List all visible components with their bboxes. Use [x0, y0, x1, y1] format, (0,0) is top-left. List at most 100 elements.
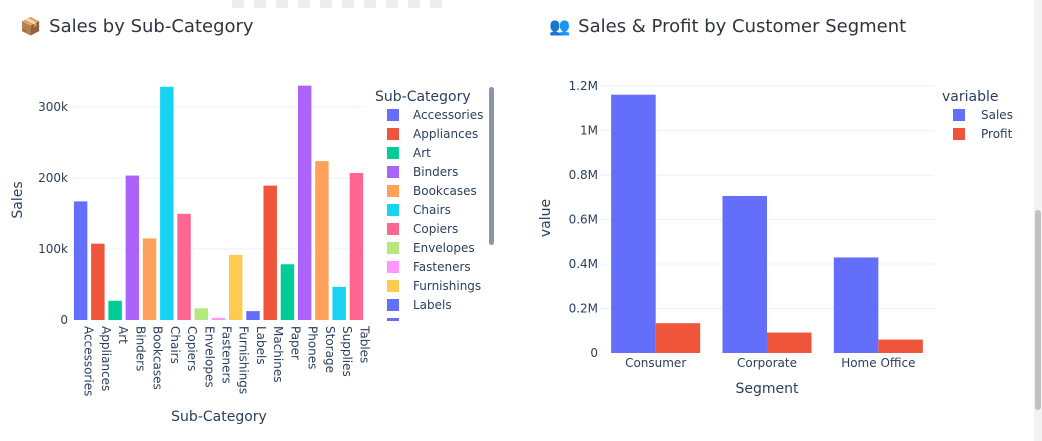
right-ytick-label: 1M: [580, 124, 598, 138]
reset-axes-icon[interactable]: [408, 0, 420, 8]
modebar[interactable]: [232, 0, 442, 10]
legend-item-copiers: Copiers: [413, 222, 458, 236]
bar-profit-consumer[interactable]: [655, 323, 701, 353]
left-xtick-label: Supplies: [340, 326, 354, 377]
bar-art[interactable]: [108, 300, 122, 320]
left-legend-title: Sub-Category: [375, 89, 471, 105]
bar-profit-home-office[interactable]: [878, 339, 923, 353]
bar-profit-corporate[interactable]: [767, 332, 812, 353]
legend-swatch[interactable]: [387, 223, 399, 235]
legend-item-art: Art: [413, 146, 431, 160]
legend-item-profit: Profit: [981, 127, 1013, 141]
left-xtick-label: Machines: [271, 326, 285, 382]
bar-appliances[interactable]: [91, 243, 105, 320]
legend-swatch[interactable]: [387, 204, 399, 216]
pan-icon[interactable]: [276, 0, 288, 8]
left-xtick-label: Envelopes: [202, 326, 216, 388]
zoom-out-icon[interactable]: [364, 0, 376, 8]
legend-item-furnishings: Furnishings: [413, 279, 481, 293]
right-y-axis-title: value: [538, 199, 554, 237]
right-xtick-label: Consumer: [625, 356, 686, 370]
box-select-icon[interactable]: [298, 0, 310, 8]
bar-furnishings[interactable]: [229, 254, 243, 320]
left-xtick-label: Phones: [306, 326, 320, 369]
left-chart-title: 📦 Sales by Sub-Category: [20, 16, 254, 37]
left-xtick-label: Art: [116, 326, 130, 344]
legend-swatch[interactable]: [953, 128, 965, 140]
legend-swatch[interactable]: [387, 166, 399, 178]
bar-bookcases[interactable]: [142, 238, 157, 320]
left-xtick-label: Tables: [357, 325, 371, 363]
plotly-logo-icon[interactable]: [430, 0, 442, 8]
left-xtick-label: Paper: [288, 326, 302, 360]
bar-chairs[interactable]: [160, 86, 174, 320]
right-ytick-label: 0.6M: [569, 213, 598, 227]
left-xtick-label: Fasteners: [220, 326, 234, 384]
bar-supplies[interactable]: [332, 286, 346, 320]
bar-fasteners[interactable]: [211, 317, 226, 320]
legend-swatch[interactable]: [387, 147, 399, 159]
bar-phones[interactable]: [297, 85, 312, 320]
right-xtick-label: Corporate: [737, 356, 797, 370]
people-icon: 👥: [549, 16, 571, 37]
bar-accessories[interactable]: [73, 201, 88, 320]
left-ytick-label: 100k: [38, 242, 68, 256]
legend-item-labels: Labels: [413, 298, 452, 312]
camera-icon[interactable]: [232, 0, 244, 8]
left-xtick-label: Furnishings: [237, 326, 251, 394]
left-x-axis-title: Sub-Category: [171, 409, 267, 425]
bar-storage[interactable]: [315, 161, 329, 320]
package-icon: 📦: [20, 16, 42, 37]
legend-item-accessories: Accessories: [413, 108, 483, 122]
zoom-in-icon[interactable]: [342, 0, 354, 8]
legend-item-sales: Sales: [981, 108, 1013, 122]
bar-sales-consumer[interactable]: [611, 94, 656, 353]
legend-swatch[interactable]: [387, 109, 399, 121]
bar-machines[interactable]: [263, 185, 277, 320]
legend-scrollbar[interactable]: [489, 87, 494, 245]
legend-item-binders: Binders: [413, 165, 458, 179]
left-xtick-label: Storage: [323, 326, 337, 373]
right-ytick-label: 0.2M: [569, 302, 598, 316]
legend-swatch[interactable]: [387, 299, 399, 311]
right-chart-title: 👥 Sales & Profit by Customer Segment: [549, 16, 906, 37]
bar-paper[interactable]: [280, 264, 295, 320]
right-x-axis-title: Segment: [736, 381, 800, 397]
legend-swatch[interactable]: [953, 109, 965, 121]
autoscale-icon[interactable]: [386, 0, 398, 8]
legend-swatch[interactable]: [387, 261, 399, 273]
bar-sales-home-office[interactable]: [833, 257, 879, 353]
left-xtick-label: Binders: [133, 326, 147, 371]
lasso-icon[interactable]: [320, 0, 332, 8]
legend-swatch[interactable]: [387, 242, 399, 254]
page-scrollbar[interactable]: [1034, 0, 1042, 441]
right-legend-title: variable: [942, 89, 998, 105]
legend-swatch[interactable]: [387, 128, 399, 140]
zoom-icon[interactable]: [254, 0, 266, 8]
legend-item-chairs: Chairs: [413, 203, 451, 217]
legend-swatch-clipped: [387, 318, 399, 321]
bar-labels[interactable]: [246, 311, 260, 320]
legend-swatch[interactable]: [387, 185, 399, 197]
right-ytick-label: 0.8M: [569, 168, 598, 182]
bar-envelopes[interactable]: [194, 308, 208, 320]
right-ytick-label: 0.4M: [569, 257, 598, 271]
legend-item-appliances: Appliances: [413, 127, 478, 141]
left-xtick-label: Copiers: [185, 326, 199, 371]
right-xtick-label: Home Office: [841, 356, 915, 370]
bar-sales-corporate[interactable]: [722, 195, 767, 353]
right-ytick-label: 0: [590, 346, 598, 360]
bar-binders[interactable]: [125, 175, 140, 320]
page-scrollbar-thumb[interactable]: [1035, 210, 1041, 410]
legend-item-bookcases: Bookcases: [413, 184, 477, 198]
left-ytick-label: 0: [60, 313, 68, 327]
bar-tables[interactable]: [349, 173, 364, 320]
bar-copiers[interactable]: [177, 213, 191, 320]
legend-item-fasteners: Fasteners: [413, 260, 471, 274]
legend-swatch[interactable]: [387, 280, 399, 292]
right-ytick-label: 1.2M: [569, 79, 598, 93]
left-ytick-label: 300k: [38, 100, 68, 114]
left-xtick-label: Bookcases: [151, 326, 165, 390]
left-xtick-label: Accessories: [82, 326, 96, 396]
